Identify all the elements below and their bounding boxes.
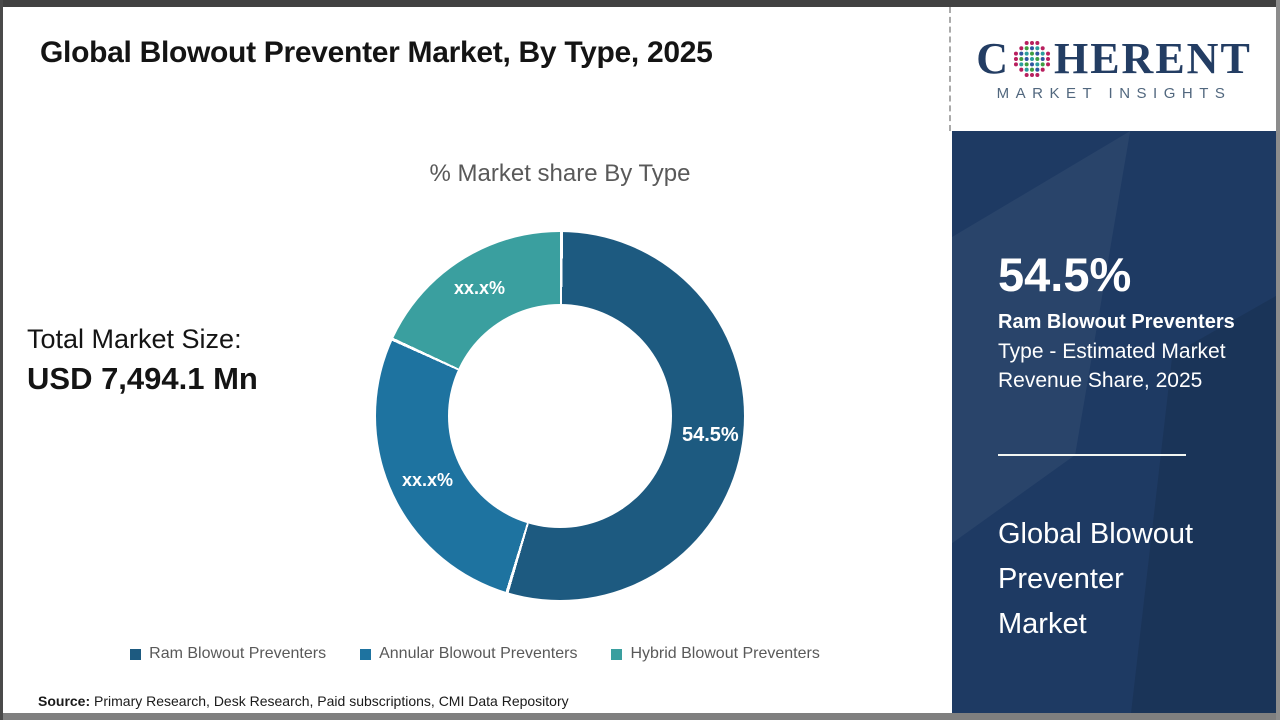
legend-swatch-ram — [130, 648, 142, 660]
sidebar-market-line3: Market — [998, 607, 1087, 640]
logo-word-end: HERENT — [1053, 33, 1252, 83]
page-title: Global Blowout Preventer Market, By Type… — [40, 36, 713, 69]
layout-dashed-separator — [949, 7, 951, 131]
donut-hole — [448, 304, 672, 528]
donut-ring: 54.5% xx.x% xx.x% — [376, 232, 744, 600]
sidebar-stat-desc-line1: Type - Estimated Market — [998, 339, 1226, 363]
legend-label-hybrid: Hybrid Blowout Preventers — [630, 645, 820, 662]
sidebar-stat-percent: 54.5% — [998, 248, 1132, 301]
sidebar-stat-name: Ram Blowout Preventers — [998, 310, 1235, 333]
sidebar-divider — [998, 453, 1186, 456]
legend-label-annular: Annular Blowout Preventers — [379, 645, 578, 662]
sidebar-stat-description: Type - Estimated Market Revenue Share, 2… — [998, 338, 1246, 396]
donut-chart: 54.5% xx.x% xx.x% — [376, 232, 744, 600]
legend-swatch-hybrid — [611, 648, 623, 660]
logo-wordmark: C HERENT — [976, 33, 1252, 83]
sidebar-content: 54.5% Ram Blowout Preventers Type - Esti… — [952, 249, 1276, 646]
chart-title: % Market share By Type — [429, 160, 691, 187]
logo-word-start: C — [976, 33, 1010, 83]
sidebar-panel: 54.5% Ram Blowout Preventers Type - Esti… — [952, 131, 1276, 720]
legend-item-ram: Ram Blowout Preventers — [130, 645, 326, 663]
frame-bottom-strip — [0, 713, 1280, 720]
slice-label-annular: xx.x% — [402, 470, 454, 490]
total-market-size-value: USD 7,494.1 Mn — [27, 361, 258, 396]
total-market-size-label: Total Market Size: — [27, 324, 242, 354]
source-text: Primary Research, Desk Research, Paid su… — [90, 693, 569, 709]
total-market-size-block: Total Market Size: USD 7,494.1 Mn — [27, 324, 258, 397]
coherent-logo: C HERENT MARKET INSIGHTS — [952, 7, 1276, 131]
logo-globe-icon — [1013, 40, 1051, 77]
source-line: Source: Primary Research, Desk Research,… — [38, 693, 569, 709]
slice-label-hybrid: xx.x% — [454, 278, 506, 298]
legend-item-hybrid: Hybrid Blowout Preventers — [611, 645, 820, 663]
sidebar-market-line1: Global Blowout — [998, 517, 1194, 550]
chart-legend: Ram Blowout Preventers Annular Blowout P… — [0, 645, 950, 663]
legend-swatch-annular — [360, 648, 372, 660]
slice-label-ram: 54.5% — [682, 424, 739, 446]
frame-right-strip — [1276, 0, 1280, 720]
frame-top-strip — [0, 0, 1280, 7]
legend-label-ram: Ram Blowout Preventers — [149, 645, 327, 662]
sidebar-market-line2: Preventer — [998, 562, 1124, 595]
legend-item-annular: Annular Blowout Preventers — [360, 645, 577, 663]
logo-subtitle: MARKET INSIGHTS — [996, 84, 1232, 102]
sidebar-market-title: Global Blowout Preventer Market — [998, 512, 1246, 647]
source-label: Source: — [38, 693, 91, 709]
frame-left-strip — [0, 0, 3, 720]
sidebar-stat-desc-line2: Revenue Share, 2025 — [998, 368, 1203, 392]
